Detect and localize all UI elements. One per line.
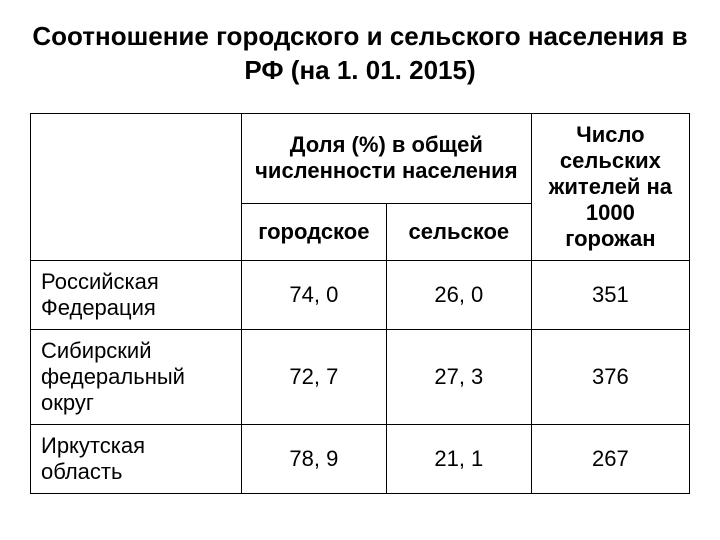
header-rural: сельское	[386, 204, 531, 260]
header-share: Доля (%) в общей численности населения	[241, 113, 531, 204]
cell-urban: 78, 9	[241, 424, 386, 493]
cell-ratio: 267	[531, 424, 689, 493]
cell-urban: 74, 0	[241, 260, 386, 329]
row-label: Иркутская область	[31, 424, 242, 493]
cell-rural: 26, 0	[386, 260, 531, 329]
cell-urban: 72, 7	[241, 329, 386, 424]
page-title: Соотношение городского и сельского насел…	[30, 20, 690, 88]
cell-ratio: 376	[531, 329, 689, 424]
header-empty	[31, 113, 242, 260]
table-row: Иркутская область 78, 9 21, 1 267	[31, 424, 690, 493]
table-row: Сибирский федеральный округ 72, 7 27, 3 …	[31, 329, 690, 424]
cell-ratio: 351	[531, 260, 689, 329]
row-label: Российская Федерация	[31, 260, 242, 329]
cell-rural: 21, 1	[386, 424, 531, 493]
header-row-1: Доля (%) в общей численности населения Ч…	[31, 113, 690, 204]
table-row: Российская Федерация 74, 0 26, 0 351	[31, 260, 690, 329]
header-ratio: Число сельских жителей на 1000 горожан	[531, 113, 689, 260]
header-urban: городское	[241, 204, 386, 260]
population-table: Доля (%) в общей численности населения Ч…	[30, 113, 690, 494]
cell-rural: 27, 3	[386, 329, 531, 424]
row-label: Сибирский федеральный округ	[31, 329, 242, 424]
